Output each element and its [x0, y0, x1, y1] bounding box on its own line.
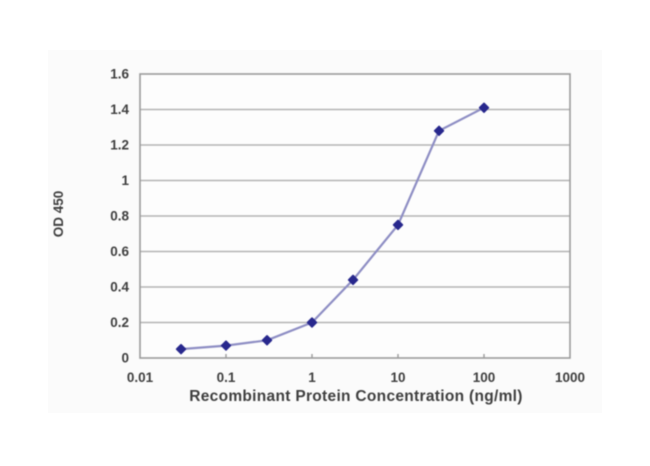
- data-point: [261, 335, 273, 346]
- data-point: [392, 219, 404, 231]
- y-tick-label: 0.2: [110, 315, 129, 330]
- data-point: [478, 102, 490, 113]
- x-tick-label: 10: [390, 370, 405, 385]
- gridlines: [140, 74, 570, 358]
- y-tick-label: 0.8: [110, 209, 129, 224]
- plot-frame: [139, 73, 571, 359]
- x-tick-label: 1000: [555, 370, 585, 385]
- data-point: [433, 125, 445, 136]
- data-point: [347, 274, 359, 286]
- y-tick-label: 0.6: [110, 244, 129, 259]
- y-tick-label: 1.4: [110, 102, 129, 117]
- y-tick-label: 1.2: [110, 138, 129, 153]
- y-tick-label: 0: [121, 351, 129, 366]
- tick-labels: 0 0.2 0.4 0.6 0.8 1 1.2 1.4 1.6 0.01 0.1 1 10 100 1000: [110, 67, 585, 385]
- x-tick-label: 100: [473, 370, 496, 385]
- data-series: [175, 102, 490, 355]
- x-tick-label: 1: [308, 370, 316, 385]
- x-tick-label: 0.01: [127, 370, 154, 385]
- plot-border: [139, 73, 571, 359]
- x-axis-title: Recombinant Protein Concentration (ng/ml…: [189, 388, 523, 405]
- y-axis-title: OD 450: [51, 191, 66, 238]
- y-tick-label: 0.4: [110, 280, 129, 295]
- series-line: [179, 106, 486, 351]
- data-point: [175, 343, 187, 355]
- data-point: [306, 317, 318, 328]
- x-tick-label: 0.1: [217, 370, 236, 385]
- y-tick-label: 1: [121, 173, 129, 188]
- data-point: [220, 340, 232, 351]
- y-tick-label: 1.6: [110, 67, 129, 82]
